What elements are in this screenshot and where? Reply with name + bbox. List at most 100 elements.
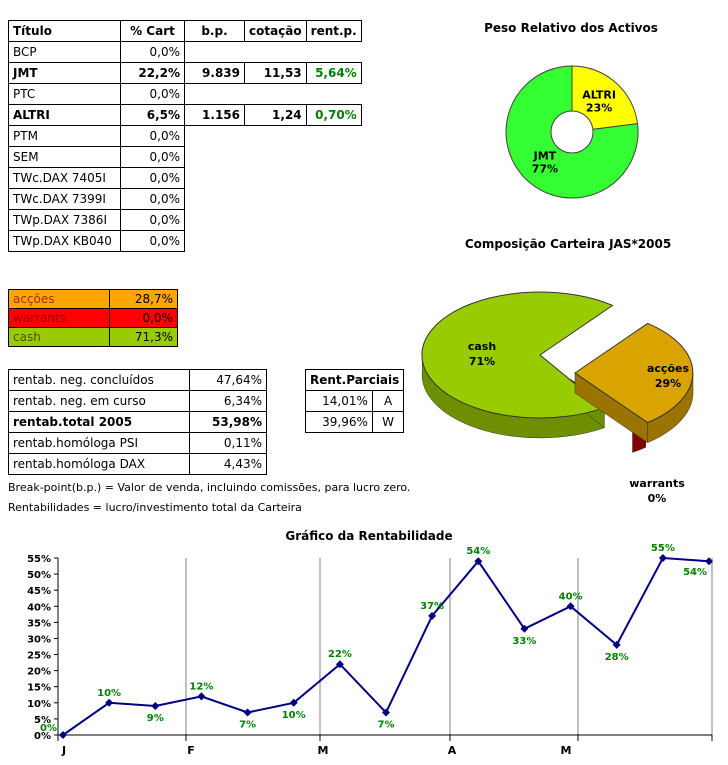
cell-rent[interactable]: 0,70% — [305, 104, 362, 126]
cell-asset-value[interactable]: 0,0% — [109, 308, 178, 328]
cell-partial-value[interactable]: 39,96% — [305, 411, 373, 433]
cell-titulo[interactable]: TWp.DAX KB040 — [8, 230, 121, 252]
cell-partial-code[interactable]: W — [371, 411, 405, 433]
cell-bp[interactable] — [185, 84, 245, 105]
cell-result-label[interactable]: rentab.total 2005 — [8, 411, 190, 433]
cell-result-value[interactable]: 6,34% — [189, 390, 267, 412]
cell-titulo[interactable]: PTM — [8, 125, 121, 147]
cell-bp[interactable] — [185, 42, 245, 63]
data-point-marker[interactable] — [428, 611, 437, 620]
cell-cotacao[interactable] — [245, 189, 307, 210]
cell-cart[interactable]: 0,0% — [120, 41, 185, 63]
cell-cotacao[interactable] — [245, 42, 307, 63]
cell-rent[interactable] — [306, 231, 361, 252]
pie-slice[interactable] — [571, 65, 639, 133]
cell-cart[interactable]: 0,0% — [120, 167, 185, 189]
cell-titulo[interactable]: TWp.DAX 7386I — [8, 209, 121, 231]
rentability-chart-svg[interactable]: 0%5%10%15%20%25%30%35%40%45%50%55%J F M A M0… — [0, 543, 728, 765]
cell-cart[interactable]: 0,0% — [120, 209, 185, 231]
cell-bp[interactable] — [185, 189, 245, 210]
cell-partial-value[interactable]: 14,01% — [305, 390, 373, 412]
cell-cart[interactable]: 0,0% — [120, 146, 185, 168]
cell-rent[interactable] — [306, 147, 361, 168]
cell-rent[interactable] — [306, 84, 361, 105]
data-point-marker[interactable] — [335, 660, 344, 669]
cell-titulo[interactable]: ALTRI — [8, 104, 121, 126]
cell-cart[interactable]: 22,2% — [120, 62, 185, 84]
cell-asset-label[interactable]: warrants — [8, 308, 110, 328]
cell-cotacao[interactable]: 11,53 — [244, 62, 307, 84]
cell-rent[interactable] — [306, 189, 361, 210]
cell-result-value[interactable]: 47,64% — [189, 369, 267, 391]
cell-titulo[interactable]: JMT — [8, 62, 121, 84]
cell-result-value[interactable]: 0,11% — [189, 432, 267, 454]
cell-bp[interactable] — [185, 231, 245, 252]
data-point-marker[interactable] — [705, 557, 713, 566]
cell-result-label[interactable]: rentab. neg. em curso — [8, 390, 190, 412]
cell-titulo[interactable]: BCP — [8, 41, 121, 63]
cell-cotacao[interactable] — [245, 84, 307, 105]
cell-cart[interactable]: 0,0% — [120, 230, 185, 252]
data-point-marker[interactable] — [243, 708, 252, 717]
cell-bp[interactable]: 9.839 — [184, 62, 245, 84]
pie-slice-accoes[interactable] — [574, 322, 694, 424]
cell-cotacao[interactable] — [245, 126, 307, 147]
composition-pie-title: Composição Carteira JAS*2005 — [464, 237, 672, 251]
cell-asset-value[interactable]: 71,3% — [109, 327, 178, 347]
pie-slice-cash[interactable] — [421, 291, 614, 419]
cell-result-value[interactable]: 4,43% — [189, 453, 267, 475]
cell-rent[interactable]: 5,64% — [305, 62, 362, 84]
cell-rent[interactable] — [306, 168, 361, 189]
cell-bp[interactable] — [185, 210, 245, 231]
cell-bp[interactable] — [185, 126, 245, 147]
portfolio-row: ALTRI 6,5% 1.156 1,24 0,70% — [8, 104, 362, 126]
cell-cart[interactable]: 6,5% — [120, 104, 185, 126]
data-point-marker[interactable] — [289, 698, 298, 707]
data-point-marker[interactable] — [474, 557, 483, 566]
cell-cotacao[interactable] — [245, 231, 307, 252]
data-point-marker[interactable] — [520, 624, 529, 633]
data-point-marker[interactable] — [658, 554, 667, 562]
cell-bp[interactable] — [185, 147, 245, 168]
cell-result-label[interactable]: rentab.homóloga PSI — [8, 432, 190, 454]
cell-cart[interactable]: 0,0% — [120, 83, 185, 105]
data-point-marker[interactable] — [59, 731, 67, 739]
column-header-titulo[interactable]: Título — [8, 20, 121, 42]
data-point-marker[interactable] — [105, 698, 114, 707]
column-header-cotacao[interactable]: cotação — [244, 20, 307, 42]
rentability-series-line[interactable] — [62, 556, 710, 736]
cell-rent[interactable] — [306, 210, 361, 231]
data-point-marker[interactable] — [382, 708, 390, 717]
cell-cart[interactable]: 0,0% — [120, 188, 185, 210]
cell-asset-label[interactable]: acções — [8, 289, 110, 309]
cell-bp[interactable]: 1.156 — [184, 104, 245, 126]
assets-pie-svg[interactable]: ALTRI 23% JMT 77% — [500, 60, 645, 205]
cell-titulo[interactable]: TWc.DAX 7405I — [8, 167, 121, 189]
composition-pie-svg[interactable]: cash 71% acções 29% warrants 0% — [405, 250, 728, 518]
data-point-marker[interactable] — [197, 692, 206, 701]
cell-titulo[interactable]: TWc.DAX 7399I — [8, 188, 121, 210]
partials-title[interactable]: Rent.Parciais — [304, 369, 405, 391]
cell-partial-code[interactable]: A — [371, 390, 405, 412]
column-header-rent[interactable]: rent.p. — [305, 20, 362, 42]
cell-cotacao[interactable]: 1,24 — [244, 104, 307, 126]
cell-rent[interactable] — [306, 42, 361, 63]
cell-cotacao[interactable] — [245, 147, 307, 168]
cell-cotacao[interactable] — [245, 168, 307, 189]
cell-cart[interactable]: 0,0% — [120, 125, 185, 147]
cell-result-value[interactable]: 53,98% — [189, 411, 267, 433]
column-header-bp[interactable]: b.p. — [184, 20, 245, 42]
cell-cotacao[interactable] — [245, 210, 307, 231]
data-point-marker[interactable] — [612, 640, 621, 649]
cell-titulo[interactable]: SEM — [8, 146, 121, 168]
cell-result-label[interactable]: rentab. neg. concluídos — [8, 369, 190, 391]
data-point-marker[interactable] — [151, 702, 160, 710]
cell-bp[interactable] — [185, 168, 245, 189]
cell-result-label[interactable]: rentab.homóloga DAX — [8, 453, 190, 475]
data-point-marker[interactable] — [566, 602, 575, 611]
cell-rent[interactable] — [306, 126, 361, 147]
cell-asset-value[interactable]: 28,7% — [109, 289, 178, 309]
column-header-cart[interactable]: % Cart — [120, 20, 185, 42]
cell-asset-label[interactable]: cash — [8, 327, 110, 347]
cell-titulo[interactable]: PTC — [8, 83, 121, 105]
